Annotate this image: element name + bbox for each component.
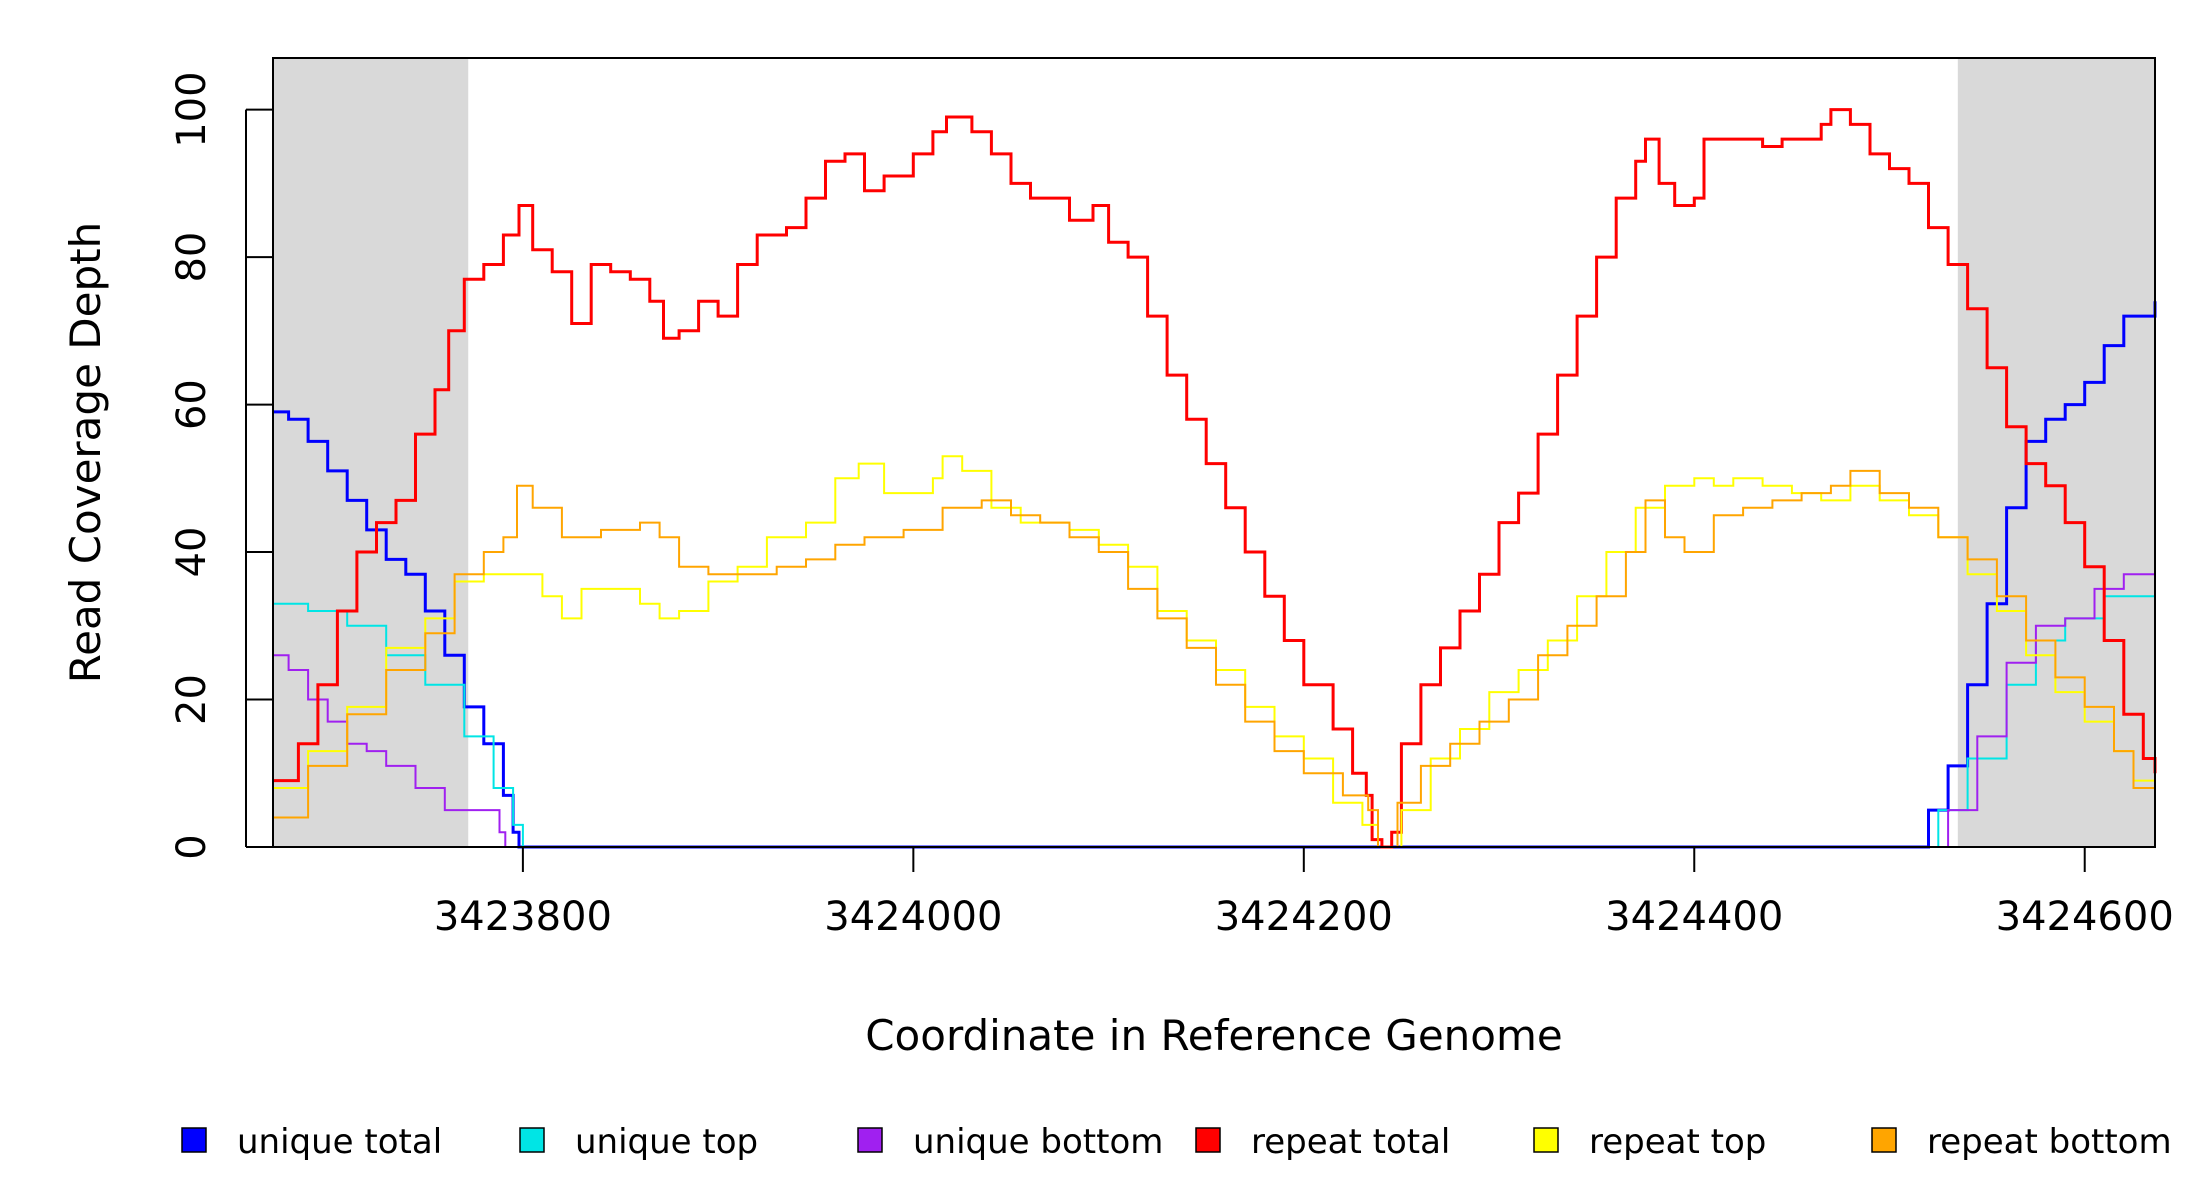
y-axis: 0 20 40 60 80 100	[169, 71, 273, 860]
legend-label-repeat-top: repeat top	[1589, 1122, 1766, 1162]
y-tick-label: 40	[169, 527, 215, 578]
series-unique-bottom	[273, 566, 2156, 848]
legend-label-unique-bottom: unique bottom	[913, 1122, 1163, 1162]
x-tick-label: 3424000	[824, 894, 1002, 940]
y-tick-label: 80	[169, 232, 215, 283]
x-tick-label: 3424400	[1605, 894, 1783, 940]
legend-swatch-unique-bottom	[857, 1127, 883, 1153]
series-repeat-top	[273, 455, 2156, 848]
plot-frame	[272, 57, 2156, 848]
series-unique-top	[273, 581, 2156, 848]
shaded-region-2	[1957, 58, 2155, 847]
legend-label-unique-top: unique top	[575, 1122, 758, 1162]
y-tick-label: 60	[169, 379, 215, 430]
legend-label-repeat-total: repeat total	[1251, 1122, 1450, 1162]
y-tick-label: 0	[169, 834, 215, 859]
shaded-regions	[273, 58, 2155, 847]
x-tick-label: 3424200	[1215, 894, 1393, 940]
series-repeat-total	[273, 108, 2157, 849]
x-tick-label: 3424600	[1996, 894, 2174, 940]
legend-swatch-unique-top	[519, 1127, 545, 1153]
shaded-region-1	[273, 58, 469, 847]
series-repeat-bottom	[273, 469, 2156, 848]
legend-swatch-unique-total	[181, 1127, 207, 1153]
y-tick-label: 20	[169, 674, 215, 725]
x-tick-label: 3423800	[434, 894, 612, 940]
legend: unique total unique top unique bottom repea…	[181, 1122, 2172, 1162]
y-tick-label: 100	[169, 71, 215, 147]
y-axis-title: Read Coverage Depth	[61, 222, 110, 683]
plot-series	[273, 108, 2157, 849]
legend-swatch-repeat-bottom	[1871, 1127, 1897, 1153]
x-axis: 3423800 3424000 3424200 3424400 3424600	[434, 847, 2174, 940]
legend-swatch-repeat-top	[1533, 1127, 1559, 1153]
legend-label-unique-total: unique total	[237, 1122, 442, 1162]
legend-label-repeat-bottom: repeat bottom	[1927, 1122, 2172, 1162]
legend-swatch-repeat-total	[1195, 1127, 1221, 1153]
series-unique-total	[273, 301, 2157, 849]
x-axis-title: Coordinate in Reference Genome	[865, 1011, 1563, 1060]
